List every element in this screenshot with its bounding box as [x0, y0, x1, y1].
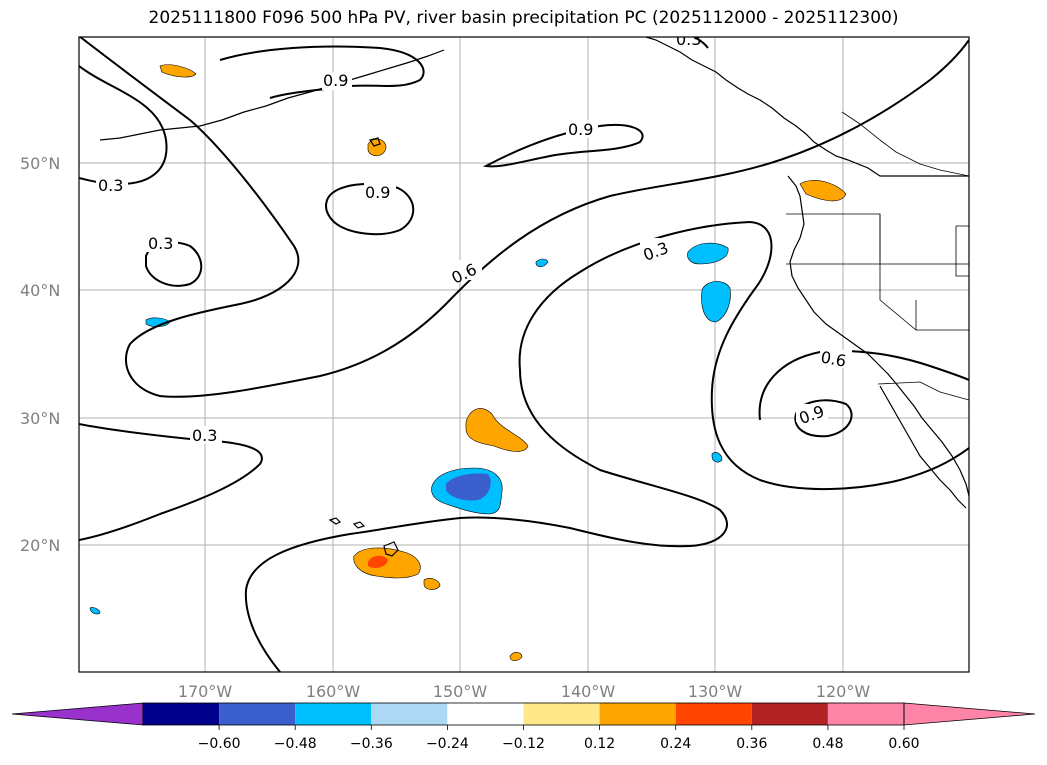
contour-label: 0.9	[365, 183, 390, 202]
coast-us-west	[787, 175, 969, 497]
colorbar-over-extension	[903, 702, 1036, 726]
shade-positive-subtropical	[465, 408, 529, 452]
lat-label-20n: 20°N	[20, 536, 60, 555]
colorbar-swatch	[295, 703, 372, 725]
coastlines	[99, 37, 969, 557]
border-misc	[955, 225, 969, 277]
contour-0.6-east	[758, 349, 969, 421]
colorbar-swatches	[143, 703, 904, 725]
shade-negative-southwest	[89, 607, 101, 615]
colorbar-ticks: −0.60 −0.48 −0.36 −0.24 −0.12 0.12 0.24 0.36 0.4…	[198, 725, 920, 752]
coast-island-2	[352, 521, 366, 529]
contour-label: 0.9	[568, 120, 593, 139]
contour-0.3-top	[693, 37, 709, 49]
colorbar-tick-label: −0.24	[426, 736, 469, 752]
shade-positive-hawaii	[353, 547, 421, 579]
shade-negative-baja-offshore	[711, 452, 723, 463]
pv-contours	[79, 37, 969, 672]
colorbar-swatch	[827, 703, 904, 725]
colorbar-swatch	[599, 703, 676, 725]
contour-0.3-south	[244, 369, 728, 672]
contour-0.9-east	[794, 399, 853, 438]
shade-strong-negative-subtropical	[446, 473, 491, 501]
contour-label: 0.6	[819, 348, 847, 371]
colorbar-swatch	[371, 703, 448, 725]
coast-aleutians	[99, 49, 445, 141]
lon-label-150w: 150°W	[433, 682, 488, 701]
colorbar-tick-label: 0.12	[584, 736, 615, 752]
shade-positive-aleutian	[159, 64, 197, 78]
colorbar-tick-label: −0.12	[502, 736, 545, 752]
lon-label-140w: 140°W	[561, 682, 616, 701]
coast-baja-gulf	[879, 385, 967, 509]
border-ca-nv	[786, 263, 969, 331]
latitude-labels: 50°N 40°N 30°N 20°N	[20, 154, 60, 555]
colorbar-tick-label: 0.24	[660, 736, 691, 752]
contour-label: 0.3	[192, 426, 217, 445]
border-us-mexico	[877, 381, 969, 401]
coast-island-3	[369, 137, 381, 147]
colorbar-tick-label: 0.48	[812, 736, 843, 752]
colorbar-tick-label: −0.60	[198, 736, 241, 752]
contour-label: 0.3	[148, 234, 173, 253]
contour-0.9-northeast	[482, 124, 644, 168]
contour-label: 0.3	[98, 176, 123, 195]
coast-alaska-bc	[645, 37, 969, 177]
colorbar-swatch	[751, 703, 828, 725]
lon-label-160w: 160°W	[306, 682, 361, 701]
shade-negative-northeast	[687, 242, 729, 265]
shade-positive-hawaii-east	[423, 578, 441, 590]
shade-negative-california-offshore	[701, 281, 731, 323]
contour-0.3-southwest	[79, 423, 263, 541]
colorbar-swatch	[143, 703, 220, 725]
colorbar-swatch	[447, 703, 524, 725]
shade-strong-positive-hawaii	[368, 555, 388, 568]
map-title: 2025111800 F096 500 hPa PV, river basin …	[148, 8, 899, 28]
lat-label-50n: 50°N	[20, 154, 60, 173]
map-frame	[78, 36, 970, 673]
colorbar-tick-label: −0.36	[350, 736, 393, 752]
contour-0.3-east	[518, 220, 969, 490]
lat-label-40n: 40°N	[20, 281, 60, 300]
lon-label-120w: 120°W	[816, 682, 871, 701]
colorbar-tick-label: −0.48	[274, 736, 317, 752]
colorbar-tick-label: 0.60	[888, 736, 919, 752]
colorbar-swatch	[675, 703, 752, 725]
longitude-labels: 170°W 160°W 150°W 140°W 130°W 120°W	[178, 682, 871, 701]
coast-island-1	[328, 517, 342, 525]
lon-label-130w: 130°W	[688, 682, 743, 701]
lon-label-170w: 170°W	[178, 682, 233, 701]
lat-label-30n: 30°N	[20, 409, 60, 428]
contour-label: 0.3	[676, 30, 701, 49]
colorbar-swatch	[219, 703, 296, 725]
colorbar-under-extension	[11, 702, 144, 726]
contour-label: 0.9	[323, 71, 348, 90]
shade-negative-mid	[535, 258, 549, 268]
contour-0.6-main	[79, 37, 969, 398]
colorbar-tick-label: 0.36	[736, 736, 767, 752]
colorbar: −0.60 −0.48 −0.36 −0.24 −0.12 0.12 0.24 0.36 0.4…	[11, 702, 1036, 752]
coast-big-island	[383, 541, 399, 557]
shade-positive-puget-sound	[799, 180, 847, 202]
shade-positive-south	[509, 652, 523, 662]
colorbar-swatch	[523, 703, 600, 725]
